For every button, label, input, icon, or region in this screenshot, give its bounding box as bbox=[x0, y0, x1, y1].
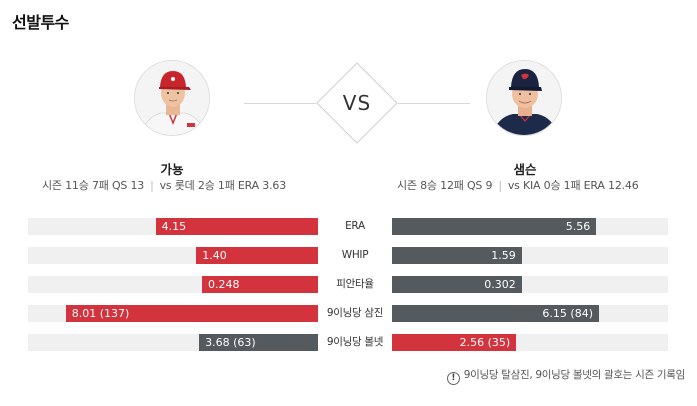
vs-label: VS bbox=[342, 91, 372, 115]
stat-track-right: 0.302 bbox=[392, 276, 668, 293]
stat-bar-right: 0.302 bbox=[392, 276, 522, 293]
stat-row-era: 4.15 ERA 5.56 bbox=[28, 218, 668, 235]
pitcher-left-versus: vs 롯데 2승 1패 ERA 3.63 bbox=[159, 179, 287, 192]
stat-row-bb-per-9: 3.68 (63) 9이닝당 볼넷 2.56 (35) bbox=[28, 334, 668, 351]
vs-diamond bbox=[316, 62, 398, 144]
stat-row-whip: 1.40 WHIP 1.59 bbox=[28, 247, 668, 264]
stat-track-left: 0.248 bbox=[28, 276, 318, 293]
vs-divider-right bbox=[398, 103, 470, 104]
stat-bar-left: 3.68 (63) bbox=[199, 334, 318, 351]
stat-bar-left: 8.01 (137) bbox=[65, 305, 318, 322]
stat-track-right: 6.15 (84) bbox=[392, 305, 668, 322]
stat-track-left: 1.40 bbox=[28, 247, 318, 264]
stat-bar-right: 5.56 bbox=[392, 218, 597, 235]
pitcher-left-season: 시즌 11승 7패 QS 13 bbox=[42, 179, 145, 192]
stat-bar-left: 1.40 bbox=[196, 247, 318, 264]
section-title: 선발투수 bbox=[12, 13, 69, 32]
stat-track-left: 8.01 (137) bbox=[28, 305, 318, 322]
pitcher-left-stats: 시즌 11승 7패 QS 13 | vs 롯데 2승 1패 ERA 3.63 bbox=[42, 177, 286, 193]
pitcher-right-versus: vs KIA 0승 1패 ERA 12.46 bbox=[507, 179, 639, 192]
stat-label: 피안타율 bbox=[336, 278, 374, 290]
stat-label: 9이닝당 삼진 bbox=[326, 307, 384, 319]
stat-track-right: 5.56 bbox=[392, 218, 668, 235]
stat-track-left: 4.15 bbox=[28, 218, 318, 235]
pitcher-right-photo[interactable] bbox=[486, 60, 562, 136]
stat-separator: | bbox=[498, 179, 502, 192]
stat-bar-left: 4.15 bbox=[155, 218, 318, 235]
stat-row-batting-average-against: 0.248 피안타율 0.302 bbox=[28, 276, 668, 293]
vs-divider-left bbox=[244, 103, 316, 104]
stat-label: 9이닝당 볼넷 bbox=[326, 336, 384, 348]
stat-label: ERA bbox=[345, 220, 365, 232]
stat-bar-right: 6.15 (84) bbox=[392, 305, 599, 322]
footnote: ! 9이닝당 탈삼진, 9이닝당 볼넷의 괄호는 시즌 기록임 bbox=[446, 367, 686, 385]
stat-track-right: 1.59 bbox=[392, 247, 668, 264]
info-icon: ! bbox=[446, 372, 460, 385]
pitcher-left-photo[interactable] bbox=[134, 60, 210, 136]
footnote-text: 9이닝당 탈삼진, 9이닝당 볼넷의 괄호는 시즌 기록임 bbox=[463, 369, 686, 381]
stat-track-right: 2.56 (35) bbox=[392, 334, 668, 351]
pitcher-right-stats: 시즌 8승 12패 QS 9 | vs KIA 0승 1패 ERA 12.46 bbox=[397, 177, 639, 193]
stat-bar-left: 0.248 bbox=[202, 276, 318, 293]
pitcher-right-name[interactable]: 샘슨 bbox=[513, 162, 537, 177]
stat-separator: | bbox=[150, 179, 154, 192]
stat-row-k-per-9: 8.01 (137) 9이닝당 삼진 6.15 (84) bbox=[28, 305, 668, 322]
stat-track-left: 3.68 (63) bbox=[28, 334, 318, 351]
stat-label: WHIP bbox=[341, 249, 369, 261]
stat-bar-right: 1.59 bbox=[392, 247, 522, 264]
stat-bar-right: 2.56 (35) bbox=[392, 334, 517, 351]
pitcher-left-name[interactable]: 가뇽 bbox=[160, 162, 184, 177]
pitcher-right-season: 시즌 8승 12패 QS 9 bbox=[397, 179, 493, 192]
